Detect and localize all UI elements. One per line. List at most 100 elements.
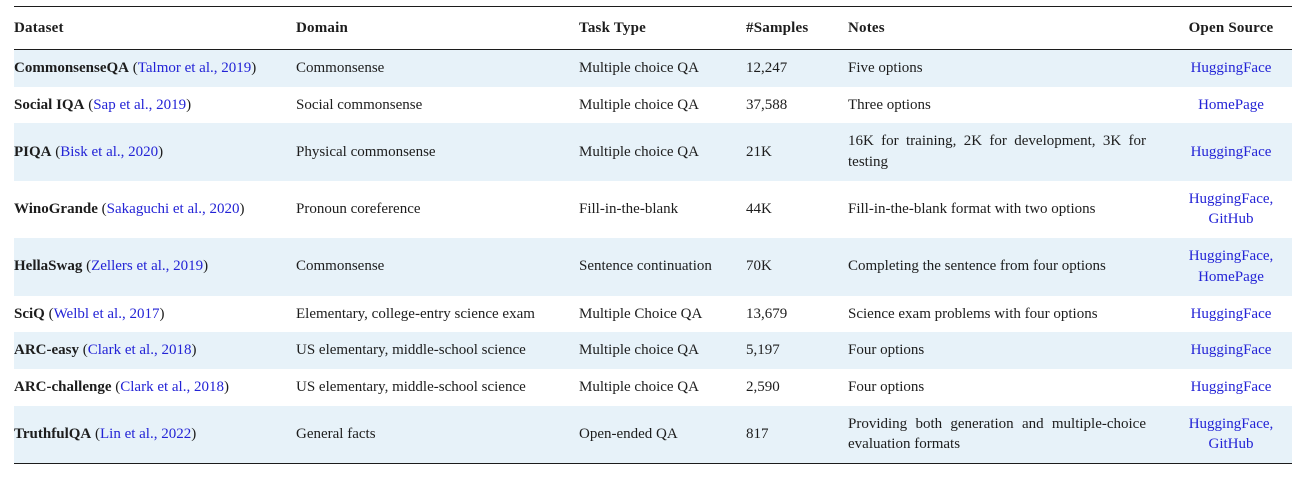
cell-dataset: HellaSwag (Zellers et al., 2019) — [14, 238, 296, 295]
dataset-name: ARC-challenge — [14, 378, 112, 395]
open-source-link[interactable]: HuggingFace — [1188, 248, 1270, 265]
dataset-name: CommonsenseQA — [14, 60, 129, 76]
link-separator: , — [1269, 248, 1274, 265]
cell-dataset: Social IQA (Sap et al., 2019) — [14, 87, 296, 124]
cell-notes: Science exam problems with four options — [848, 305, 1098, 322]
dataset-cell-content: WinoGrande (Sakaguchi et al., 2020) — [14, 201, 245, 218]
open-source-link[interactable]: HomePage — [1198, 268, 1264, 285]
cell-task-type: Multiple choice QA — [579, 60, 699, 76]
dataset-cell-content: ARC-challenge (Clark et al., 2018) — [14, 378, 229, 395]
table-row: ARC-easy (Clark et al., 2018) US elementa… — [14, 332, 1292, 369]
citation-link[interactable]: Zellers et al., 2019 — [91, 258, 204, 275]
cell-samples: 817 — [746, 425, 769, 442]
cell-dataset: PIQA (Bisk et al., 2020) — [14, 123, 296, 180]
cell-task-type: Multiple choice QA — [579, 143, 699, 160]
open-source-link[interactable]: GitHub — [1208, 436, 1254, 453]
citation-link[interactable]: Welbl et al., 2017 — [53, 305, 160, 322]
table-row: SciQ (Welbl et al., 2017) Elementary, col… — [14, 296, 1292, 333]
column-header-dataset: Dataset — [14, 6, 296, 50]
cell-notes: Four options — [848, 342, 925, 359]
dataset-name: HellaSwag — [14, 258, 83, 275]
cell-domain: Commonsense — [296, 60, 385, 76]
table-row: WinoGrande (Sakaguchi et al., 2020) Prono… — [14, 181, 1292, 238]
cell-samples: 21K — [746, 143, 772, 160]
citation-link[interactable]: Lin et al., 2022 — [99, 425, 192, 442]
cell-task-type: Multiple choice QA — [579, 342, 699, 359]
cell-open-source: HuggingFace — [1170, 296, 1292, 333]
open-source-link[interactable]: HuggingFace — [1188, 415, 1270, 432]
open-source-link[interactable]: HomePage — [1198, 96, 1264, 113]
column-header-domain: Domain — [296, 6, 579, 50]
dataset-name: TruthfulQA — [14, 425, 92, 442]
citation-link[interactable]: Clark et al., 2018 — [87, 342, 192, 359]
cell-samples: 13,679 — [746, 305, 788, 322]
dataset-cell-content: SciQ (Welbl et al., 2017) — [14, 305, 165, 322]
cell-open-source: HuggingFace, HomePage — [1170, 238, 1292, 295]
cell-task-type: Sentence continuation — [579, 258, 712, 275]
cell-domain: Pronoun coreference — [296, 201, 421, 218]
cell-notes: Fill-in-the-blank format with two option… — [848, 201, 1096, 218]
cell-samples: 70K — [746, 258, 772, 275]
cell-open-source: HuggingFace — [1170, 369, 1292, 406]
cell-task-type: Open-ended QA — [579, 425, 678, 442]
dataset-cell-content: CommonsenseQA (Talmor et al., 2019) — [14, 60, 257, 76]
column-header-notes: Notes — [848, 6, 1170, 50]
table-row: PIQA (Bisk et al., 2020) Physical commons… — [14, 123, 1292, 181]
citation-link[interactable]: Sap et al., 2019 — [93, 96, 187, 113]
open-source-link[interactable]: HuggingFace — [1188, 190, 1270, 207]
open-source-link[interactable]: HuggingFace — [1190, 143, 1272, 160]
cell-open-source: HuggingFace — [1170, 50, 1292, 87]
citation-link[interactable]: Bisk et al., 2020 — [60, 143, 159, 160]
citation-link[interactable]: Clark et al., 2018 — [120, 378, 224, 395]
dataset-name: ARC-easy — [14, 342, 79, 359]
datasets-table: Dataset Domain Task Type #Samples Notes … — [14, 6, 1292, 464]
cell-samples: 5,197 — [746, 342, 780, 359]
dataset-name: WinoGrande — [14, 201, 98, 218]
cell-dataset: ARC-challenge (Clark et al., 2018) — [14, 369, 296, 406]
dataset-name: Social IQA — [14, 96, 85, 113]
column-header-task-type: Task Type — [579, 6, 746, 50]
dataset-cell-content: ARC-easy (Clark et al., 2018) — [14, 342, 197, 359]
header-row: Dataset Domain Task Type #Samples Notes … — [14, 6, 1292, 50]
dataset-name: PIQA — [14, 143, 52, 160]
cell-dataset: TruthfulQA (Lin et al., 2022) — [14, 406, 296, 464]
cell-notes: Providing both generation and multiple-c… — [848, 415, 1146, 453]
column-header-samples: #Samples — [746, 6, 848, 50]
dataset-cell-content: HellaSwag (Zellers et al., 2019) — [14, 258, 209, 275]
column-header-open-source: Open Source — [1170, 6, 1292, 50]
cell-open-source: HomePage — [1170, 87, 1292, 124]
link-separator: , — [1269, 415, 1274, 432]
dataset-cell-content: Social IQA (Sap et al., 2019) — [14, 96, 192, 113]
cell-samples: 37,588 — [746, 96, 788, 113]
dataset-name: SciQ — [14, 305, 45, 322]
open-source-link[interactable]: HuggingFace — [1190, 342, 1272, 359]
cell-notes: 16K for training, 2K for development, 3K… — [848, 133, 1146, 171]
table-body: CommonsenseQA (Talmor et al., 2019) Commo… — [14, 49, 1292, 464]
citation-link[interactable]: Talmor et al., 2019 — [137, 60, 252, 76]
open-source-link[interactable]: HuggingFace — [1190, 60, 1272, 76]
cell-task-type: Multiple Choice QA — [579, 305, 703, 322]
link-separator: , — [1269, 190, 1274, 207]
table-row: CommonsenseQA (Talmor et al., 2019) Commo… — [14, 49, 1292, 87]
cell-notes: Three options — [848, 96, 931, 113]
cell-dataset: ARC-easy (Clark et al., 2018) — [14, 332, 296, 369]
open-source-link[interactable]: HuggingFace — [1190, 378, 1272, 395]
cell-open-source: HuggingFace — [1170, 123, 1292, 180]
cell-open-source: HuggingFace, GitHub — [1170, 406, 1292, 464]
citation-link[interactable]: Sakaguchi et al., 2020 — [106, 201, 240, 218]
dataset-cell-content: TruthfulQA (Lin et al., 2022) — [14, 425, 197, 442]
cell-task-type: Fill-in-the-blank — [579, 201, 679, 218]
cell-notes: Four options — [848, 378, 925, 395]
cell-domain: Commonsense — [296, 258, 385, 275]
open-source-link[interactable]: HuggingFace — [1190, 305, 1272, 322]
cell-domain: Physical commonsense — [296, 143, 436, 160]
cell-domain: US elementary, middle-school science — [296, 342, 526, 359]
open-source-link[interactable]: GitHub — [1208, 211, 1254, 228]
cell-samples: 12,247 — [746, 60, 788, 76]
cell-notes: Five options — [848, 60, 923, 76]
cell-dataset: SciQ (Welbl et al., 2017) — [14, 296, 296, 333]
cell-open-source: HuggingFace — [1170, 332, 1292, 369]
table-row: HellaSwag (Zellers et al., 2019) Commonse… — [14, 238, 1292, 296]
table-row: TruthfulQA (Lin et al., 2022) General fac… — [14, 405, 1292, 464]
